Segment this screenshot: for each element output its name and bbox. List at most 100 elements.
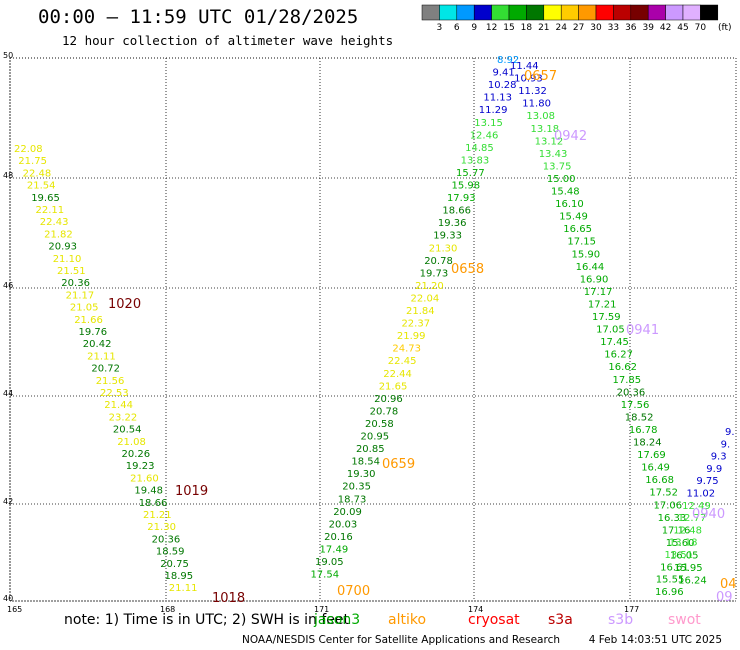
- wave-height-value: 11.44: [510, 61, 539, 72]
- wave-height-value: 23.22: [109, 412, 138, 423]
- wave-height-value: 21.30: [429, 243, 458, 254]
- color-scale-label: 15: [503, 23, 514, 33]
- wave-height-value: 20.16: [324, 532, 353, 543]
- wave-height-value: 11.80: [522, 99, 551, 110]
- wave-height-value: 19.23: [126, 461, 155, 472]
- wave-height-value: 11.02: [687, 489, 716, 500]
- wave-height-value: 20.93: [48, 242, 77, 253]
- wave-height-value: 21.99: [397, 331, 426, 342]
- wave-height-value: 9.9: [706, 464, 722, 475]
- wave-height-value: 16.24: [678, 576, 707, 587]
- color-scale-label: 30: [590, 23, 602, 33]
- wave-height-value: 21.17: [66, 290, 95, 301]
- credit-text: NOAA/NESDIS Center for Satellite Applica…: [242, 634, 560, 646]
- color-swatch: [456, 4, 475, 21]
- wave-height-value: 19.05: [315, 557, 344, 568]
- color-swatch: [613, 4, 632, 21]
- wave-height-value: 15.90: [572, 249, 601, 260]
- y-tick-label: 46: [3, 281, 13, 290]
- wave-height-value: 21.51: [57, 266, 86, 277]
- wave-height-value: 21.44: [104, 400, 133, 411]
- wave-height-value: 9.3: [711, 452, 727, 463]
- wave-height-value: 16.61: [660, 562, 689, 573]
- color-scale-label: 9: [471, 23, 477, 33]
- wave-height-value: 22.43: [40, 217, 69, 228]
- wave-height-value: 15.77: [456, 168, 485, 179]
- wave-height-value: 21.21: [143, 510, 172, 521]
- wave-height-value: 15.00: [547, 174, 576, 185]
- satellite-legend-s3b: s3b: [608, 612, 634, 628]
- wave-height-value: 19.48: [134, 486, 163, 497]
- wave-height-value: 15.98: [452, 181, 481, 192]
- color-swatch: [700, 4, 719, 21]
- wave-height-value: 22.53: [100, 388, 129, 399]
- wave-height-value: 21.11: [87, 351, 116, 362]
- color-scale-label: 27: [573, 23, 584, 33]
- wave-height-value: 13.18: [669, 538, 698, 549]
- wave-height-value: 9.: [725, 427, 735, 438]
- wave-height-value: 20.09: [333, 507, 362, 518]
- pass-time-label: 0941: [626, 323, 659, 338]
- wave-height-value: 19.73: [420, 268, 449, 279]
- wave-height-value: 21.56: [96, 376, 125, 387]
- color-scale-label: 24: [555, 23, 567, 33]
- page-title: 00:00 — 11:59 UTC 01/28/2025: [38, 6, 359, 28]
- wave-height-value: 15.49: [559, 212, 588, 223]
- map-grid: 50 48 46 44 42 40 165 168 171 174 177: [3, 51, 737, 614]
- y-tick-label: 50: [3, 51, 13, 60]
- y-tick-label: 42: [3, 497, 13, 506]
- wave-height-value: 16.78: [629, 425, 658, 436]
- wave-height-value: 22.04: [411, 293, 440, 304]
- wave-height-value: 18.73: [338, 494, 367, 505]
- wave-height-value: 13.15: [474, 118, 503, 129]
- wave-height-value: 9.75: [696, 476, 718, 487]
- wave-height-value: 21.05: [70, 303, 99, 314]
- wave-height-value: 21.11: [169, 583, 198, 594]
- wave-height-value: 15.55: [656, 575, 685, 586]
- color-swatch: [491, 4, 510, 21]
- color-scale-label: 6: [454, 23, 460, 33]
- wave-height-value: 19.30: [347, 469, 376, 480]
- wave-height-value: 10.93: [514, 74, 543, 85]
- wave-height-value: 14.85: [465, 143, 494, 154]
- wave-height-value: 18.95: [165, 571, 194, 582]
- wave-height-value: 20.96: [374, 394, 403, 405]
- wave-height-value: 17.17: [584, 287, 613, 298]
- color-swatch: [630, 4, 649, 21]
- wave-height-value: 20.95: [361, 432, 390, 443]
- wave-height-value: 13.43: [539, 149, 568, 160]
- wave-height-value: 16.10: [555, 199, 584, 210]
- satellite-legend-jason3: jason3: [314, 612, 361, 628]
- color-scale-label: 18: [521, 23, 533, 33]
- wave-height-value: 17.52: [649, 488, 678, 499]
- color-scale-legend: 3 6 9 12 15 18 21 24 27 30 33 36 39 42 45 70 (ft): [421, 4, 732, 33]
- wave-height-value: 13.51: [665, 550, 694, 561]
- color-swatch: [421, 4, 440, 21]
- wave-height-value: 20.78: [424, 256, 453, 267]
- wave-height-value: 20.36: [617, 387, 646, 398]
- wave-height-value: 18.52: [625, 412, 654, 423]
- satellite-legend-swot: swot: [668, 612, 701, 628]
- footer-credit: NOAA/NESDIS Center for Satellite Applica…: [242, 634, 722, 646]
- wave-height-value: 13.75: [543, 161, 572, 172]
- pass-time-label: 0942: [554, 129, 587, 144]
- color-swatch: [526, 4, 545, 21]
- wave-height-value: 17.15: [567, 237, 596, 248]
- wave-height-value: 21.20: [415, 281, 444, 292]
- wave-height-value: 12.48: [673, 525, 702, 536]
- wave-height-value: 13.18: [531, 124, 560, 135]
- color-scale-label: 21: [538, 23, 549, 33]
- color-swatch: [473, 4, 492, 21]
- track-b: 8.929.4110.2811.1311.2913.1512.4614.8513…: [310, 55, 706, 587]
- color-scale-label: 12: [486, 23, 497, 33]
- x-tick-label: 171: [314, 605, 329, 614]
- pass-time-label: 1020: [108, 297, 141, 312]
- wave-height-value: 20.03: [329, 519, 358, 530]
- wave-height-value: 20.54: [113, 425, 142, 436]
- wave-height-value: 13.08: [526, 111, 555, 122]
- wave-height-value: 20.36: [152, 534, 181, 545]
- wave-height-value: 11.32: [518, 86, 547, 97]
- wave-height-value: 20.58: [365, 419, 394, 430]
- satellite-legend-s3a: s3a: [548, 612, 573, 628]
